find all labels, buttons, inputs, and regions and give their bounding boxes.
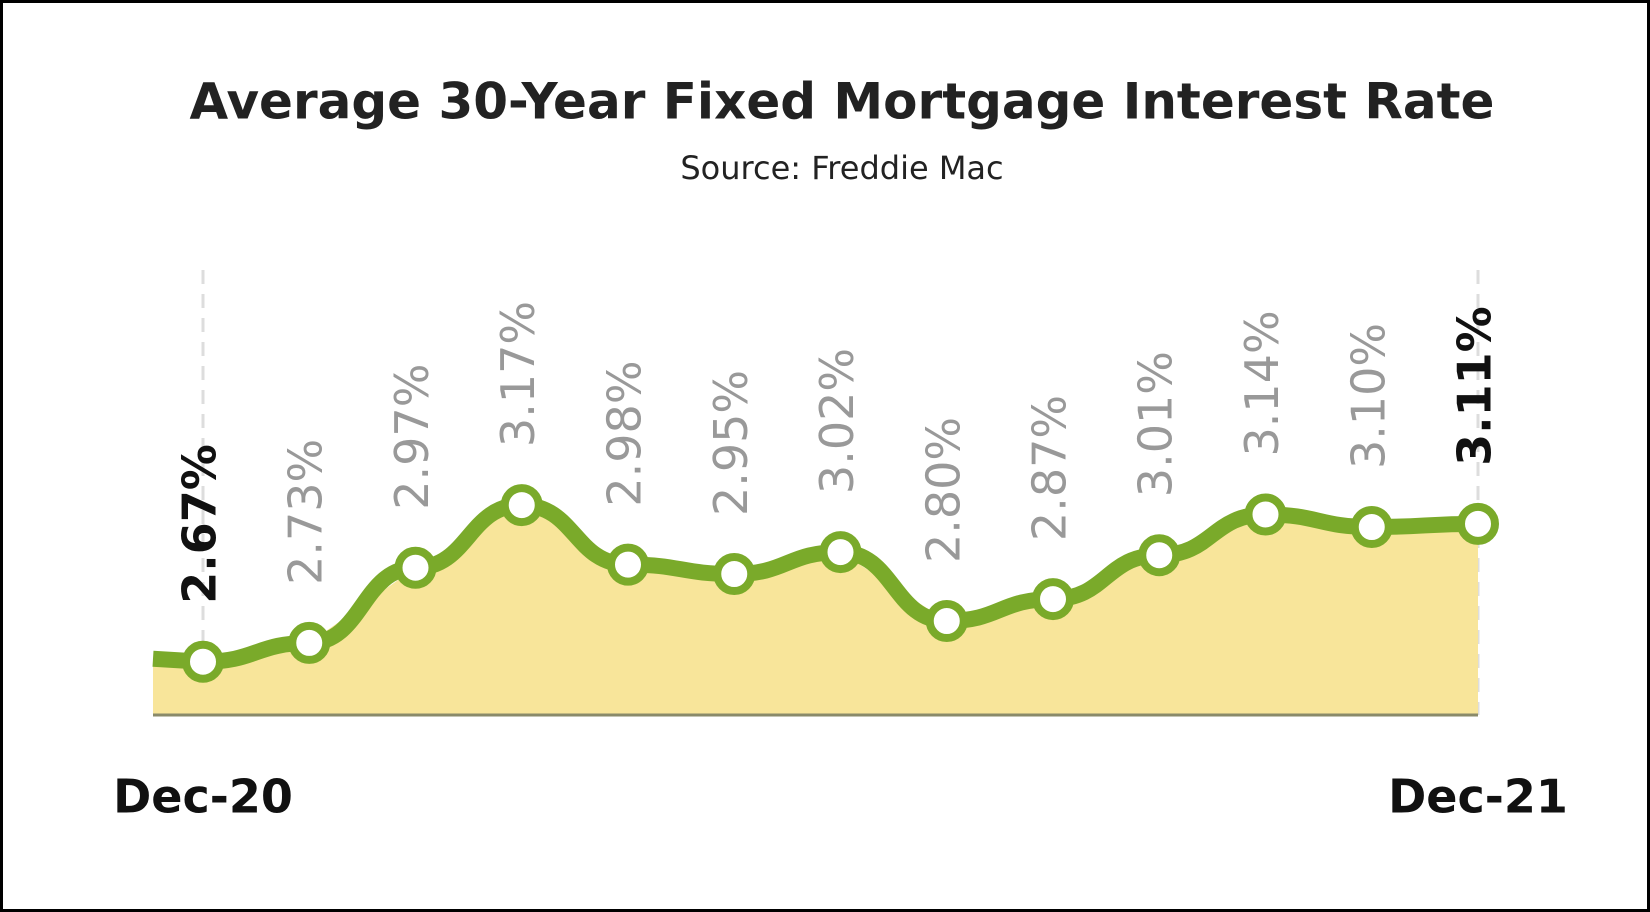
point (1138, 534, 1181, 577)
point (607, 543, 649, 586)
x-tick-label: Dec-21 (1388, 770, 1568, 824)
value-label: 2.80% (916, 417, 970, 563)
x-tick-label: Dec-20 (113, 770, 293, 824)
point (819, 531, 862, 574)
value-label: 2.87% (1023, 395, 1077, 541)
point (500, 484, 543, 527)
value-label: 3.17% (491, 301, 545, 447)
area (153, 505, 1478, 715)
chart-title: Average 30-Year Fixed Mortgage Interest … (190, 73, 1495, 131)
value-label: 3.10% (1341, 323, 1395, 469)
point (394, 546, 437, 589)
value-label: 2.67% (173, 444, 227, 604)
point (288, 621, 331, 664)
value-label: 3.11% (1448, 306, 1502, 466)
chart-subtitle: Source: Freddie Mac (680, 149, 1003, 187)
value-label: 3.02% (810, 348, 864, 494)
point (182, 640, 224, 683)
value-label: 3.14% (1235, 310, 1289, 456)
value-label: 2.73% (279, 439, 333, 585)
point (1244, 493, 1287, 536)
point (1350, 506, 1393, 548)
value-label: 3.01% (1129, 351, 1183, 497)
point (1032, 578, 1074, 621)
value-label: 2.97% (385, 364, 439, 510)
value-label: 2.98% (598, 360, 652, 506)
value-label: 2.95% (704, 370, 758, 516)
point (925, 600, 968, 642)
point (1457, 502, 1499, 545)
point (713, 553, 756, 595)
